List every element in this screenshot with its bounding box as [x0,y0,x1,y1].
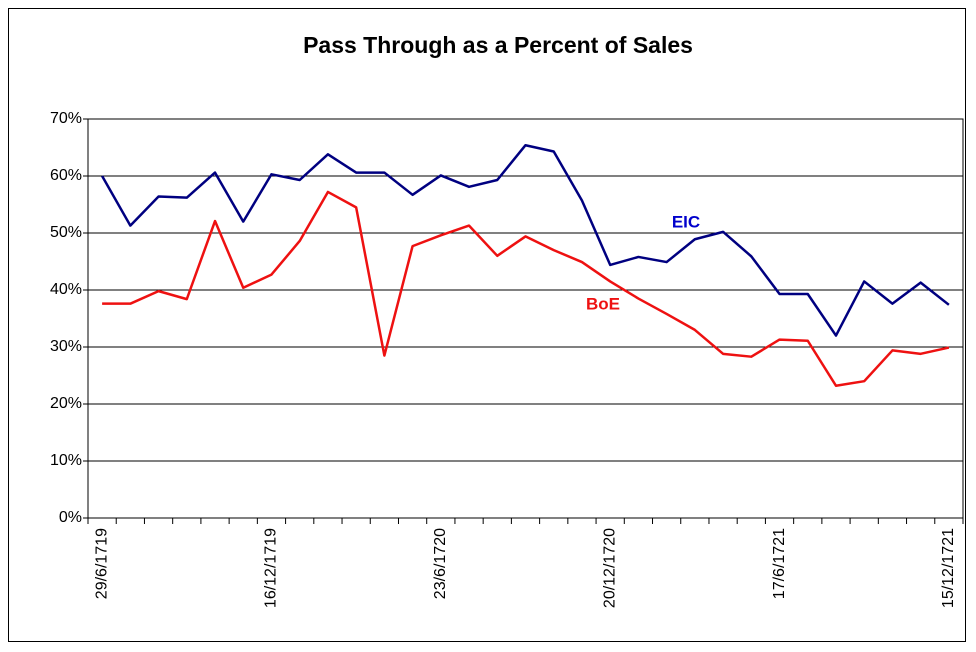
chart-title: Pass Through as a Percent of Sales [303,32,693,58]
x-tick-label: 29/6/1719 [93,528,110,599]
x-tick-label: 20/12/1720 [601,528,618,608]
series-line [101,143,950,337]
x-tick-label: 17/6/1721 [771,528,788,599]
plot-border [87,118,964,519]
x-tick-label: 23/6/1720 [432,528,449,599]
y-tick-label: 10% [50,452,82,469]
series-line [102,190,950,388]
series-label: BoE [586,294,620,313]
x-tick-label: 15/12/1721 [940,528,957,608]
x-tick-label: 16/12/1719 [263,528,280,608]
series-label: EIC [672,212,700,231]
y-tick-label: 0% [59,509,82,526]
y-tick-label: 70% [50,110,82,127]
y-tick-label: 50% [50,224,82,241]
y-tick-label: 40% [50,281,82,298]
chart-border [8,8,966,642]
y-tick-label: 60% [50,167,82,184]
y-tick-label: 20% [50,395,82,412]
y-tick-label: 30% [50,338,82,355]
